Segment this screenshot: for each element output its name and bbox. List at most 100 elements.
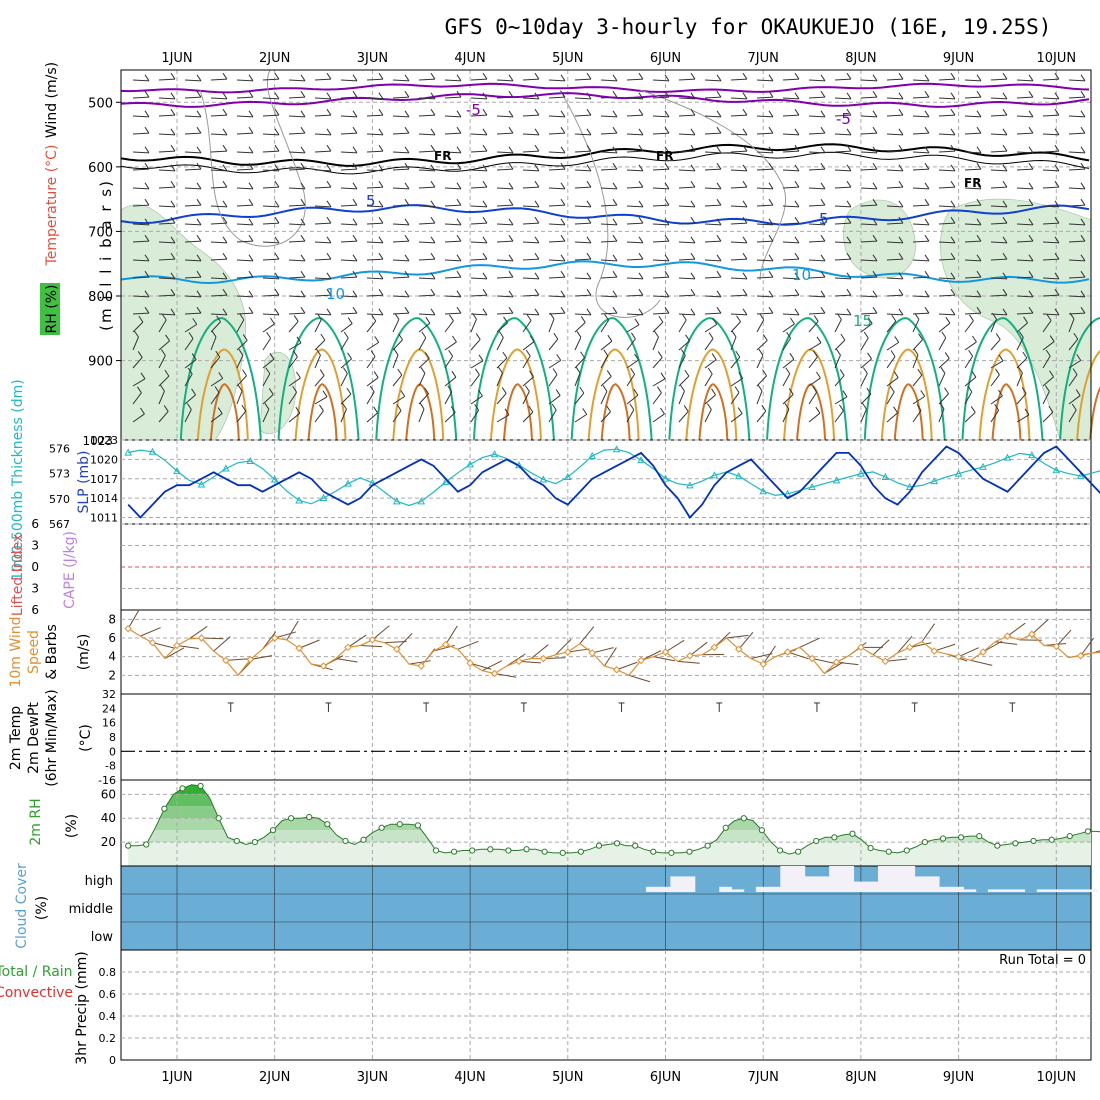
wind-barb-flag [456,254,462,262]
wind-barb-flag [322,390,328,398]
rh2m-marker [885,848,892,855]
wind10m-barb [836,661,859,666]
cloud-bar-high [755,886,769,892]
wind-barb [938,258,956,261]
wind-barb [834,186,852,189]
wind-barb [1042,376,1054,387]
wind10m-marker [1003,632,1012,640]
wind-barb [600,319,610,333]
wind-barb-flag [352,198,358,206]
wind-barb [886,356,896,369]
wind-barb [184,373,193,387]
wind-barb [1016,204,1034,207]
wind-barb-flag [680,349,686,356]
wind-barb-flag [300,110,306,118]
wind-barb [132,79,150,82]
wind10m-barb [127,609,140,629]
wind-barb [158,114,176,117]
wind10m-barb [298,639,320,649]
wind10m-barb [824,661,844,674]
wind-barb-flag [242,369,247,377]
wind-barb [522,258,540,261]
wind-barb [132,204,150,207]
wind-barb-flag [716,218,722,226]
wind-barb [600,96,618,99]
wind-barb-flag [1054,216,1060,224]
wind-barb-flag [690,72,696,80]
wind-barb-flag [300,306,306,314]
wind-barb [496,295,514,298]
wind-barb-flag [420,367,426,374]
wind-barb-flag [1028,74,1034,82]
wind-barb-flag [950,180,956,188]
wind-barb-flag [1028,182,1034,190]
wind-barb-flag [534,200,540,208]
wind-barb [834,319,842,333]
wind-barb-flag [867,317,873,324]
wind-barb [834,410,844,423]
thickness-marker [1003,453,1012,461]
wind-barb [262,186,280,189]
wind-barb [366,114,384,117]
temp-tick-label: 16 [102,717,116,730]
wind-barb-flag [170,200,176,208]
wind-barb-flag [794,272,800,280]
wind-barb-flag [820,90,826,98]
wind-barb-flag [188,332,194,339]
wind-barb [340,373,348,387]
wind-barb-flag [1080,198,1086,206]
wind-barb-flag [638,72,644,80]
wind-barb-flag [638,308,644,316]
wind10m-barb [543,657,566,660]
wind-barb [990,395,1003,405]
wind-barb [860,132,878,135]
wind-barb [652,204,670,207]
wind-barb [626,114,644,117]
wind-barb-flag [1049,370,1054,378]
wind-barb-flag [716,74,722,82]
wind-barb [652,259,670,262]
wind-barb-flag [794,200,800,208]
wind-barb-flag [716,182,722,190]
wind-barb [340,358,352,369]
thickness-marker [222,464,230,472]
wind-barb-flag [664,182,670,190]
wind-barb-flag [430,200,436,208]
wind-barb [574,205,592,208]
wind-barb-flag [326,128,332,136]
wind-barb-flag [758,349,764,356]
wind-barb-flag [586,72,592,80]
wind-barb [418,78,436,81]
wind10m-barb [286,620,299,641]
wind-barb [236,79,254,82]
thickness-marker [808,482,816,491]
date-label-top: 8JUN [845,51,876,66]
wind-barb [834,133,852,136]
wind-barb-flag [924,254,930,262]
temp-tick-label: -8 [105,760,116,773]
wind-barb [600,187,618,190]
wind-barb-flag [404,270,410,278]
wind-barb [392,96,410,99]
contour-label-minus5-right: -5 [836,110,851,128]
wind-barb [158,390,165,405]
temp-tick-label: 8 [109,731,116,744]
wind10m-barb [408,660,431,665]
date-label-bottom: 5JUN [552,1070,583,1085]
wind-barb [886,222,904,225]
wind-barb [366,241,384,244]
date-label-top: 3JUN [357,51,388,66]
wind-barb [652,132,670,135]
wind-barb [912,132,930,135]
wind-barb-flag [456,182,462,190]
wind-barb-flag [248,306,254,314]
wind-barb [652,79,670,82]
wind-barb-flag [534,272,540,280]
wind-barb [548,168,566,171]
wind-barb [496,223,514,226]
wind-barb [340,259,358,262]
date-label-top: 7JUN [748,51,779,66]
contour-15-lobe [277,317,360,441]
wind-barb [912,96,930,99]
wind10m-barb [799,637,820,648]
